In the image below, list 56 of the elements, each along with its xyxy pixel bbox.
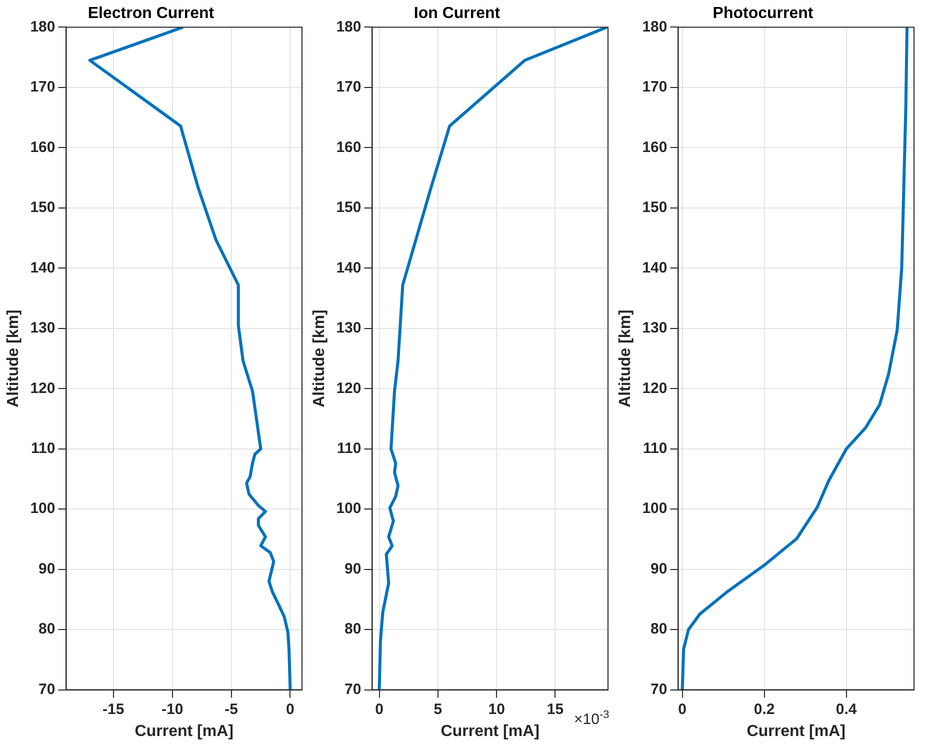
y-tick-label: 160	[336, 138, 362, 156]
y-tick-label: 80	[344, 620, 362, 638]
y-axis-title: Altitude [km]	[617, 310, 634, 408]
y-tick-label: 130	[642, 320, 668, 337]
y-tick-label: 140	[336, 259, 362, 276]
y-tick-label: 140	[642, 259, 668, 276]
y-tick-label: 70	[344, 680, 362, 698]
y-tick-label: 180	[336, 18, 362, 36]
y-tick-label: 100	[336, 500, 362, 518]
x-tick-label: 0.4	[836, 700, 858, 718]
chart-title: Electron Current	[88, 5, 215, 22]
x-tick-label: 5	[434, 700, 442, 718]
y-tick-label: 150	[336, 199, 362, 216]
y-tick-label: 100	[642, 500, 668, 518]
x-tick-label: 0.2	[754, 700, 775, 718]
chart-title: Photocurrent	[712, 5, 814, 22]
y-tick-label: 180	[642, 18, 668, 36]
x-tick-label: -10	[161, 700, 184, 718]
y-tick-label: 170	[336, 78, 362, 96]
y-tick-label: 170	[30, 78, 56, 96]
y-tick-label: 90	[38, 560, 56, 578]
y-tick-label: 180	[30, 18, 56, 36]
y-tick-label: 100	[30, 500, 56, 518]
y-tick-label: 150	[642, 199, 668, 216]
x-tick-label: 0	[286, 700, 294, 718]
x-tick-label: 15	[546, 700, 564, 718]
y-tick-label: 80	[650, 620, 668, 638]
x-axis-title: Current [mA]	[746, 722, 846, 740]
y-tick-label: 110	[337, 440, 362, 457]
y-tick-label: 160	[642, 138, 668, 156]
y-tick-label: 120	[336, 380, 362, 397]
y-tick-label: 150	[30, 199, 56, 216]
y-tick-label: 160	[30, 138, 56, 156]
y-tick-label: 130	[30, 320, 56, 337]
x-tick-label: 0	[678, 700, 686, 718]
y-tick-label: 170	[642, 78, 668, 96]
y-axis-title: Altitude [km]	[5, 310, 22, 408]
x-tick-label: 10	[488, 700, 505, 718]
x-axis-title: Current [mA]	[134, 722, 234, 740]
y-tick-label: 130	[336, 320, 362, 337]
y-tick-label: 120	[642, 380, 668, 397]
x-axis-title: Current [mA]	[440, 722, 540, 740]
y-tick-label: 90	[650, 560, 668, 578]
y-tick-label: 80	[38, 620, 56, 638]
y-tick-label: 140	[30, 259, 56, 276]
y-tick-label: 70	[650, 680, 668, 698]
y-tick-label: 90	[344, 560, 362, 578]
y-tick-label: 110	[31, 440, 56, 457]
y-tick-label: 120	[30, 380, 56, 397]
y-tick-label: 110	[643, 440, 668, 457]
x-tick-label: 0	[375, 700, 384, 718]
x-tick-label: -5	[224, 700, 238, 718]
y-tick-label: 70	[38, 680, 56, 698]
x-tick-label: -15	[102, 700, 124, 718]
chart-title: Ion Current	[414, 5, 501, 22]
y-axis-title: Altitude [km]	[311, 310, 328, 408]
